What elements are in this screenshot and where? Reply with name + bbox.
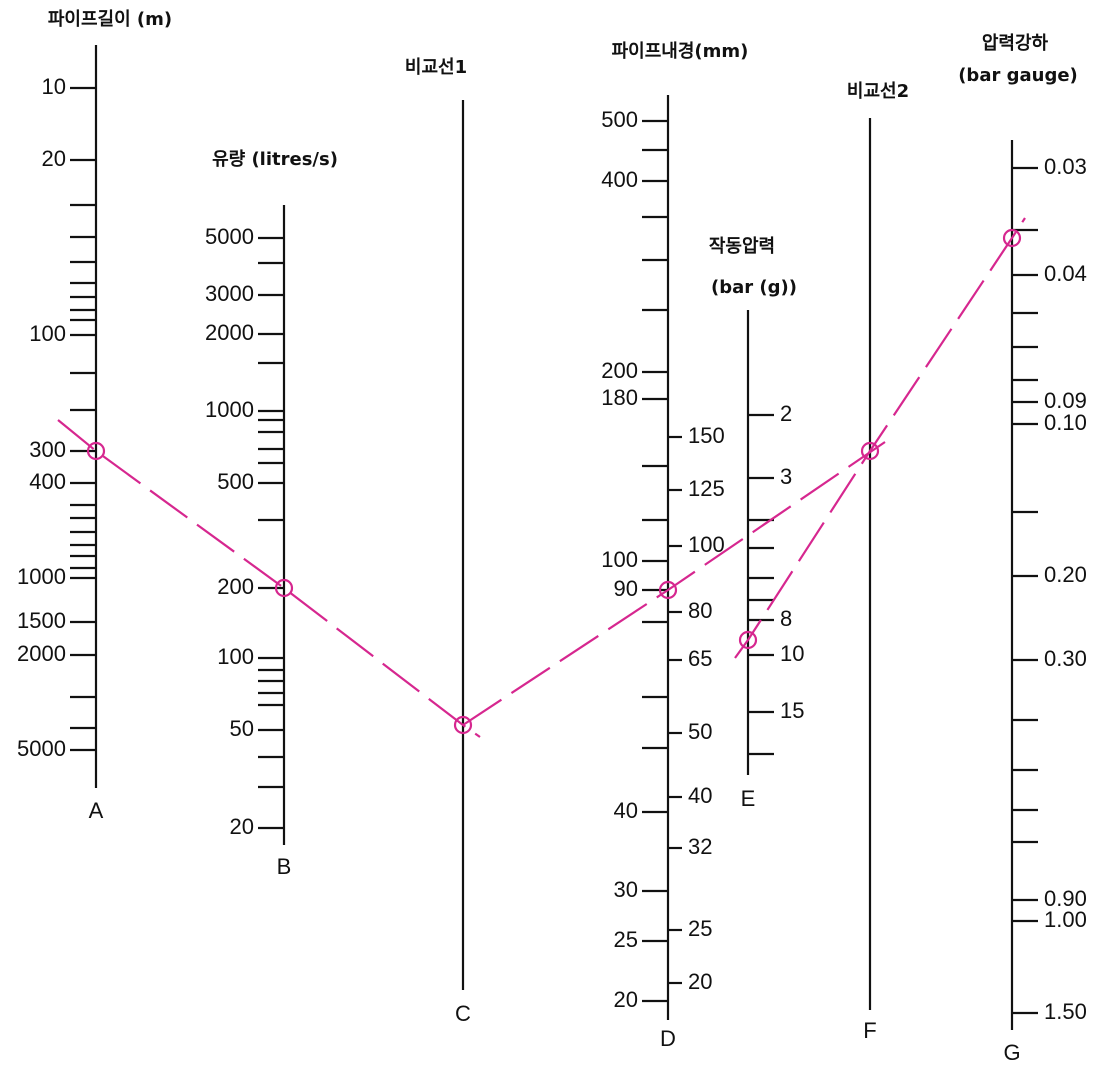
- tick-label: 200: [217, 574, 254, 599]
- tick-label: 50: [230, 716, 254, 741]
- axis-title: (bar (g)): [711, 277, 797, 298]
- point: [738, 630, 758, 650]
- axis-letter: D: [660, 1026, 676, 1051]
- axis-letter: B: [277, 854, 292, 879]
- axis-title: 비교선1: [405, 57, 467, 78]
- tick-label: 20: [688, 969, 712, 994]
- tick-label: 20: [614, 987, 638, 1012]
- tick-label: 100: [29, 321, 66, 346]
- tick-label: 200: [601, 358, 638, 383]
- axis-letter: E: [741, 786, 756, 811]
- point: [658, 580, 678, 600]
- tick-label: 500: [601, 107, 638, 132]
- axis-title: (bar gauge): [958, 65, 1078, 86]
- axis-title: 유량 (litres/s): [212, 149, 338, 170]
- tick-label: 15: [780, 698, 804, 723]
- tick-label: 0.03: [1044, 154, 1087, 179]
- tick-label: 100: [688, 532, 725, 557]
- tick-label: 2: [780, 401, 792, 426]
- axis-title: 파이프길이 (m): [48, 8, 172, 30]
- tick-label: 2000: [17, 641, 66, 666]
- tick-label: 3000: [205, 281, 254, 306]
- tick-label: 1.00: [1044, 907, 1087, 932]
- tick-label: 90: [614, 576, 638, 601]
- point: [860, 441, 880, 461]
- tick-label: 0.30: [1044, 646, 1087, 671]
- guide-line: [462, 441, 886, 726]
- guide-lines: [57, 217, 1026, 738]
- tick-label: 20: [42, 146, 66, 171]
- tick-label: 1500: [17, 608, 66, 633]
- tick-label: 0.90: [1044, 886, 1087, 911]
- tick-label: 1.50: [1044, 999, 1087, 1024]
- axis-letter: G: [1003, 1040, 1020, 1065]
- point: [274, 578, 294, 598]
- tick-label: 10: [780, 641, 804, 666]
- tick-label: 10: [42, 74, 66, 99]
- tick-label: 0.09: [1044, 388, 1087, 413]
- tick-label: 3: [780, 464, 792, 489]
- tick-label: 65: [688, 646, 712, 671]
- tick-label: 400: [601, 167, 638, 192]
- tick-label: 40: [688, 783, 712, 808]
- tick-label: 0.20: [1044, 562, 1087, 587]
- point: [1002, 228, 1022, 248]
- tick-label: 20: [230, 814, 254, 839]
- tick-label: 25: [688, 916, 712, 941]
- guide-line: [57, 419, 481, 738]
- tick-label: 30: [614, 877, 638, 902]
- tick-label: 180: [601, 385, 638, 410]
- tick-label: 0.04: [1044, 261, 1087, 286]
- tick-label: 2000: [205, 320, 254, 345]
- tick-label: 0.10: [1044, 410, 1087, 435]
- tick-label: 125: [688, 476, 725, 501]
- tick-label: 8: [780, 606, 792, 631]
- point: [453, 715, 473, 735]
- tick-label: 5000: [205, 224, 254, 249]
- point: [86, 441, 106, 461]
- tick-label: 1000: [205, 397, 254, 422]
- tick-label: 5000: [17, 736, 66, 761]
- tick-label: 1000: [17, 564, 66, 589]
- axis-title: 파이프내경(mm): [612, 41, 749, 62]
- tick-label: 25: [614, 927, 638, 952]
- tick-label: 100: [217, 644, 254, 669]
- tick-label: 50: [688, 719, 712, 744]
- axis-letter: F: [863, 1018, 876, 1043]
- tick-label: 150: [688, 423, 725, 448]
- tick-label: 500: [217, 469, 254, 494]
- tick-label: 40: [614, 798, 638, 823]
- axis-title: 작동압력: [709, 236, 775, 257]
- tick-label: 100: [601, 547, 638, 572]
- tick-label: 400: [29, 469, 66, 494]
- axis-letter: A: [89, 798, 104, 823]
- axis-title: 비교선2: [847, 81, 909, 102]
- axis-letter: C: [455, 1001, 471, 1026]
- tick-label: 32: [688, 834, 712, 859]
- axis-title: 압력강하: [982, 33, 1049, 54]
- tick-label: 300: [29, 437, 66, 462]
- tick-label: 80: [688, 598, 712, 623]
